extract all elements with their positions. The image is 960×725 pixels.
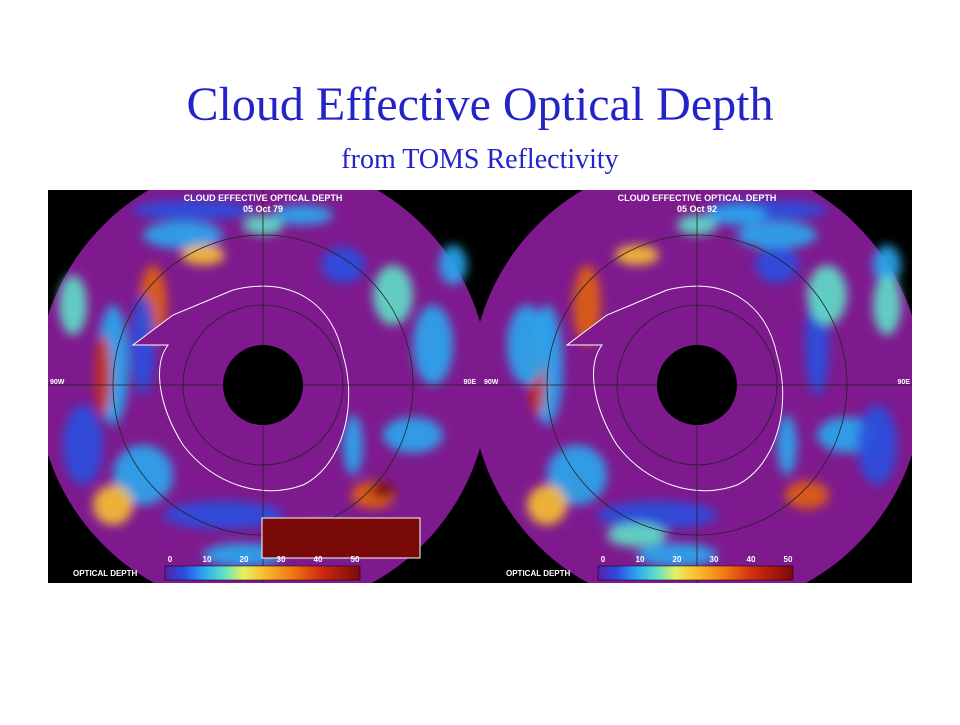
cloud-blob — [371, 482, 395, 498]
cloud-blob — [873, 275, 901, 335]
colorbar-tick-label: 30 — [277, 555, 286, 564]
graticule — [616, 304, 778, 466]
pole-hole — [657, 345, 737, 425]
cloud-blob — [439, 245, 467, 285]
colorbar — [597, 565, 794, 581]
cloud-blob — [321, 247, 365, 283]
cloud-blob — [273, 205, 333, 225]
colorbar-tick-label: 30 — [710, 555, 719, 564]
longitude-label: 90W — [50, 379, 65, 386]
colorbar-tick-label: 10 — [636, 555, 645, 564]
cloud-blob — [507, 305, 547, 385]
cloud-blob — [59, 275, 87, 335]
colorbar-tick-label: 20 — [240, 555, 249, 564]
colorbar-tick-label: 40 — [747, 555, 756, 564]
cloud-blob — [707, 205, 767, 225]
missing-data — [261, 517, 421, 559]
cloud-field — [507, 200, 901, 567]
cloud-field — [59, 200, 467, 567]
map — [471, 190, 912, 583]
colorbar-tick-label: 0 — [168, 555, 173, 564]
cloud-blob — [777, 415, 797, 475]
cloud-blob — [93, 485, 133, 525]
slide-title: Cloud Effective Optical Depth — [187, 78, 774, 131]
colorbar-tick-label: 40 — [314, 555, 323, 564]
cloud-blob — [181, 245, 225, 265]
longitude-label: 90W — [484, 379, 499, 386]
colorbar-tick-label: 50 — [351, 555, 360, 564]
longitude-label: 90E — [898, 379, 911, 386]
cloud-blob — [597, 501, 717, 529]
cloud-blob — [143, 221, 223, 249]
cloud-blob — [807, 265, 847, 325]
graticule — [182, 304, 344, 466]
panel-date: 05 Oct 92 — [677, 204, 717, 214]
cloud-blob — [615, 245, 659, 265]
cloud-blob — [63, 405, 103, 485]
legend-label: OPTICAL DEPTH — [506, 569, 571, 578]
cloud-blob — [343, 415, 363, 475]
longitude-label: 90E — [464, 379, 477, 386]
cloud-blob — [413, 305, 453, 385]
legend-label: OPTICAL DEPTH — [73, 569, 138, 578]
pole-hole — [223, 345, 303, 425]
cloud-blob — [857, 405, 897, 485]
cloud-blob — [163, 501, 283, 529]
maps — [48, 190, 912, 583]
slide-subtitle: from TOMS Reflectivity — [341, 144, 618, 175]
cloud-blob — [133, 200, 253, 220]
cloud-blob — [373, 265, 413, 325]
panel-date: 05 Oct 79 — [243, 204, 283, 214]
cloud-blob — [785, 481, 829, 509]
colorbar-tick-label: 50 — [784, 555, 793, 564]
colorbar-tick-label: 10 — [203, 555, 212, 564]
cloud-blob — [873, 245, 901, 285]
colorbar-tick-label: 20 — [673, 555, 682, 564]
cloud-blob — [527, 485, 567, 525]
graticule — [546, 234, 848, 536]
cloud-blob — [737, 221, 817, 249]
colorbar — [164, 565, 361, 581]
cloud-blob — [755, 247, 799, 283]
map — [48, 190, 489, 583]
cloud-blob — [95, 335, 111, 415]
colorbar-tick-label: 0 — [601, 555, 606, 564]
panel-title: CLOUD EFFECTIVE OPTICAL DEPTH — [184, 193, 343, 203]
panel-title: CLOUD EFFECTIVE OPTICAL DEPTH — [618, 193, 777, 203]
cloud-blob — [607, 523, 667, 547]
cloud-blob — [383, 417, 443, 453]
